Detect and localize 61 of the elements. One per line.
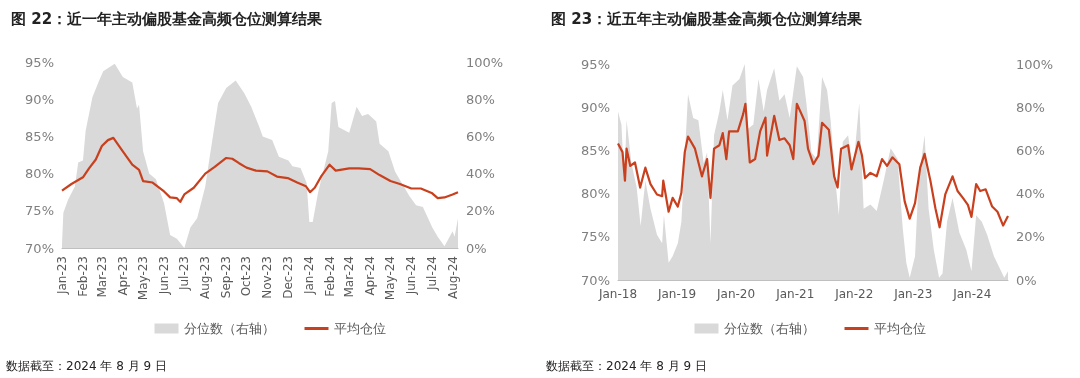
x-tick-label: May-24 [383,256,398,301]
x-tick-label: Jun-23 [157,256,172,296]
legend-label: 平均仓位 [333,321,386,336]
line-series [616,102,1010,229]
x-tick-label: Jun-24 [404,256,419,296]
x-tick-label: Jan-18 [597,287,638,301]
x-tick-label: Mar-23 [94,256,109,298]
x-tick-label: Oct-23 [239,256,254,297]
x-tick-label: Jan-24 [952,287,992,301]
y2-tick-label: 100% [466,54,504,70]
text: 数据截至：2024 年 8 月 9 日 [546,359,707,373]
y2-tick-label: 60% [1016,142,1045,158]
x-tick-label: Apr-23 [115,256,130,296]
legend-label: 平均仓位 [873,321,926,336]
x-tick-label: May-23 [136,256,151,301]
y-tick-label: 80% [25,166,54,182]
y-tick-label: 90% [25,91,54,107]
y2-tick-label: 0% [1016,272,1037,288]
y2-tick-label: 80% [1016,99,1045,115]
x-tick-label: Dec-23 [280,256,295,299]
chart-title: 图 22：近一年主动偏股基金高频仓位测算结果 [11,9,324,28]
x-tick-label: Jan-20 [715,287,756,301]
x-tick-label: Sep-23 [219,256,234,299]
x-tick-label: Aug-24 [445,256,460,300]
y-tick-label: 75% [25,203,54,219]
line-series [60,136,460,203]
y2-tick-label: 80% [466,91,495,107]
x-tick-label: Jan-19 [656,287,697,301]
chart-title: 图 23：近五年主动偏股基金高频仓位测算结果 [551,9,864,28]
x-tick-label: Mar-24 [342,256,357,298]
x-tick-label: Jan-24 [301,256,316,296]
x-tick-label: Jan-23 [893,287,933,301]
y2-tick-label: 40% [466,166,495,182]
text: 数据截至：2024 年 8 月 9 日 [6,359,167,373]
y-tick-label: 70% [581,272,610,288]
y2-tick-label: 20% [466,203,495,219]
y-tick-label: 95% [581,56,610,72]
y-tick-label: 85% [25,128,54,144]
y-tick-label: 85% [581,142,610,158]
x-tick-label: Jan-22 [834,287,874,301]
legend-label: 分位数（右轴） [183,321,275,336]
x-tick-label: Feb-23 [75,256,90,297]
y-tick-label: 80% [581,186,610,202]
x-tick-label: Jul-24 [424,256,439,292]
x-tick-label: Jan-21 [775,287,815,301]
y-tick-label: 95% [25,54,54,70]
x-tick-label: Nov-23 [260,256,275,299]
x-tick-label: Aug-23 [198,256,213,300]
y2-tick-label: 0% [466,240,487,256]
y-tick-label: 75% [581,229,610,245]
x-tick-label: Jul-23 [177,256,192,292]
y-tick-label: 90% [581,99,610,115]
x-tick-label: Feb-24 [322,256,337,297]
y2-tick-label: 60% [466,128,495,144]
y2-tick-label: 100% [1016,56,1054,72]
y-tick-label: 70% [25,240,54,256]
legend-label: 分位数（右轴） [723,321,815,336]
x-tick-label: Apr-24 [363,256,378,296]
y2-tick-label: 20% [1016,229,1045,245]
y2-tick-label: 40% [1016,186,1045,202]
x-tick-label: Jan-23 [55,256,69,296]
